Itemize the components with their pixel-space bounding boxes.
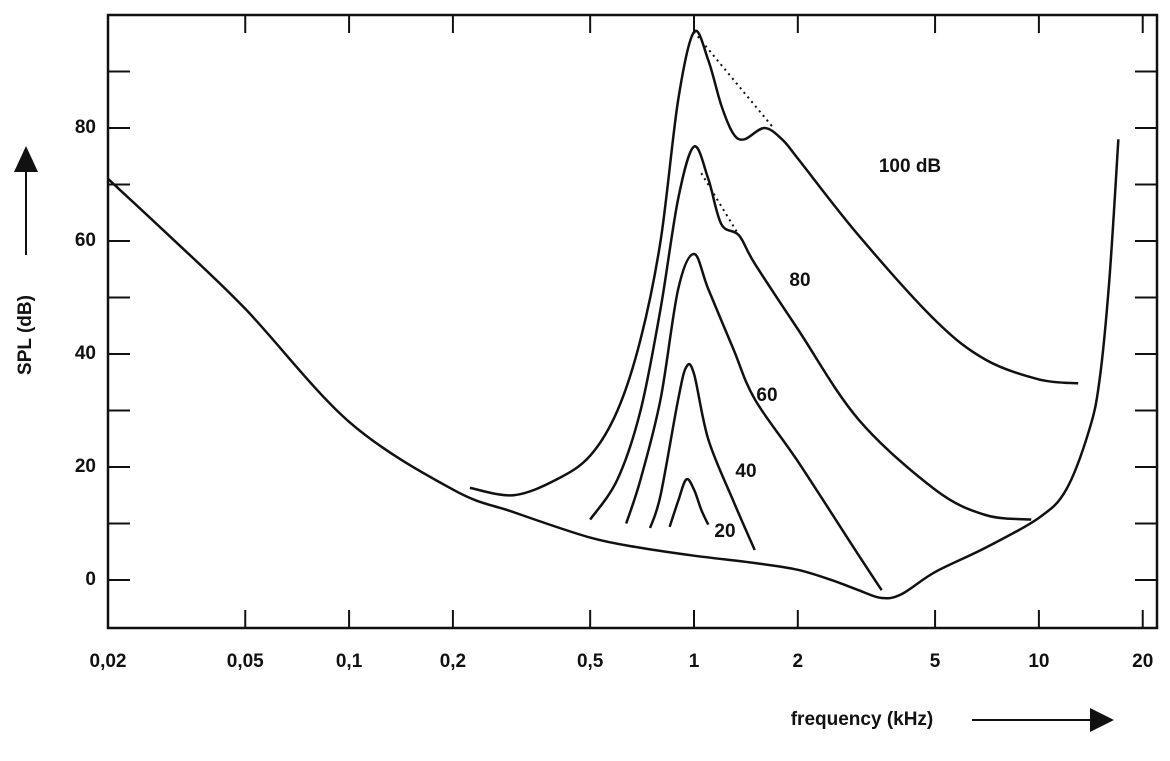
x-tick-label: 5	[930, 651, 941, 672]
curve	[469, 29, 1079, 497]
curve	[648, 362, 756, 551]
peak-extension	[693, 31, 775, 129]
curve-label: 20	[714, 521, 735, 542]
curve	[107, 139, 1120, 600]
x-tick-label: 1	[689, 651, 700, 672]
y-tick-label: 60	[75, 230, 96, 251]
x-tick-label: 0,02	[90, 651, 127, 672]
x-tick-label: 2	[793, 651, 804, 672]
x-tick-label: 20	[1132, 651, 1153, 672]
x-axis-label: frequency (kHz)	[791, 709, 934, 730]
y-tick-label: 80	[75, 117, 96, 138]
x-tick-label: 0,5	[577, 651, 604, 672]
y-axis-label: SPL (dB)	[15, 295, 36, 375]
y-tick-label: 20	[75, 456, 96, 477]
curve-label: 40	[735, 461, 756, 482]
curve-label: 60	[756, 385, 777, 406]
y-arrow-head	[14, 146, 38, 172]
curve-label: 100 dB	[879, 156, 941, 177]
y-tick-label: 40	[75, 343, 96, 364]
curve-label: 80	[789, 270, 810, 291]
peak-extension	[700, 172, 740, 236]
x-tick-label: 0,05	[227, 651, 264, 672]
y-tick-label: 0	[85, 569, 96, 590]
x-tick-label: 10	[1028, 651, 1049, 672]
x-arrow-head	[1090, 708, 1114, 732]
curve	[668, 477, 710, 528]
x-tick-label: 0,2	[440, 651, 466, 672]
curve	[625, 252, 883, 591]
curve	[589, 145, 1032, 521]
plot-frame	[106, 13, 1159, 630]
x-tick-label: 0,1	[336, 651, 363, 672]
